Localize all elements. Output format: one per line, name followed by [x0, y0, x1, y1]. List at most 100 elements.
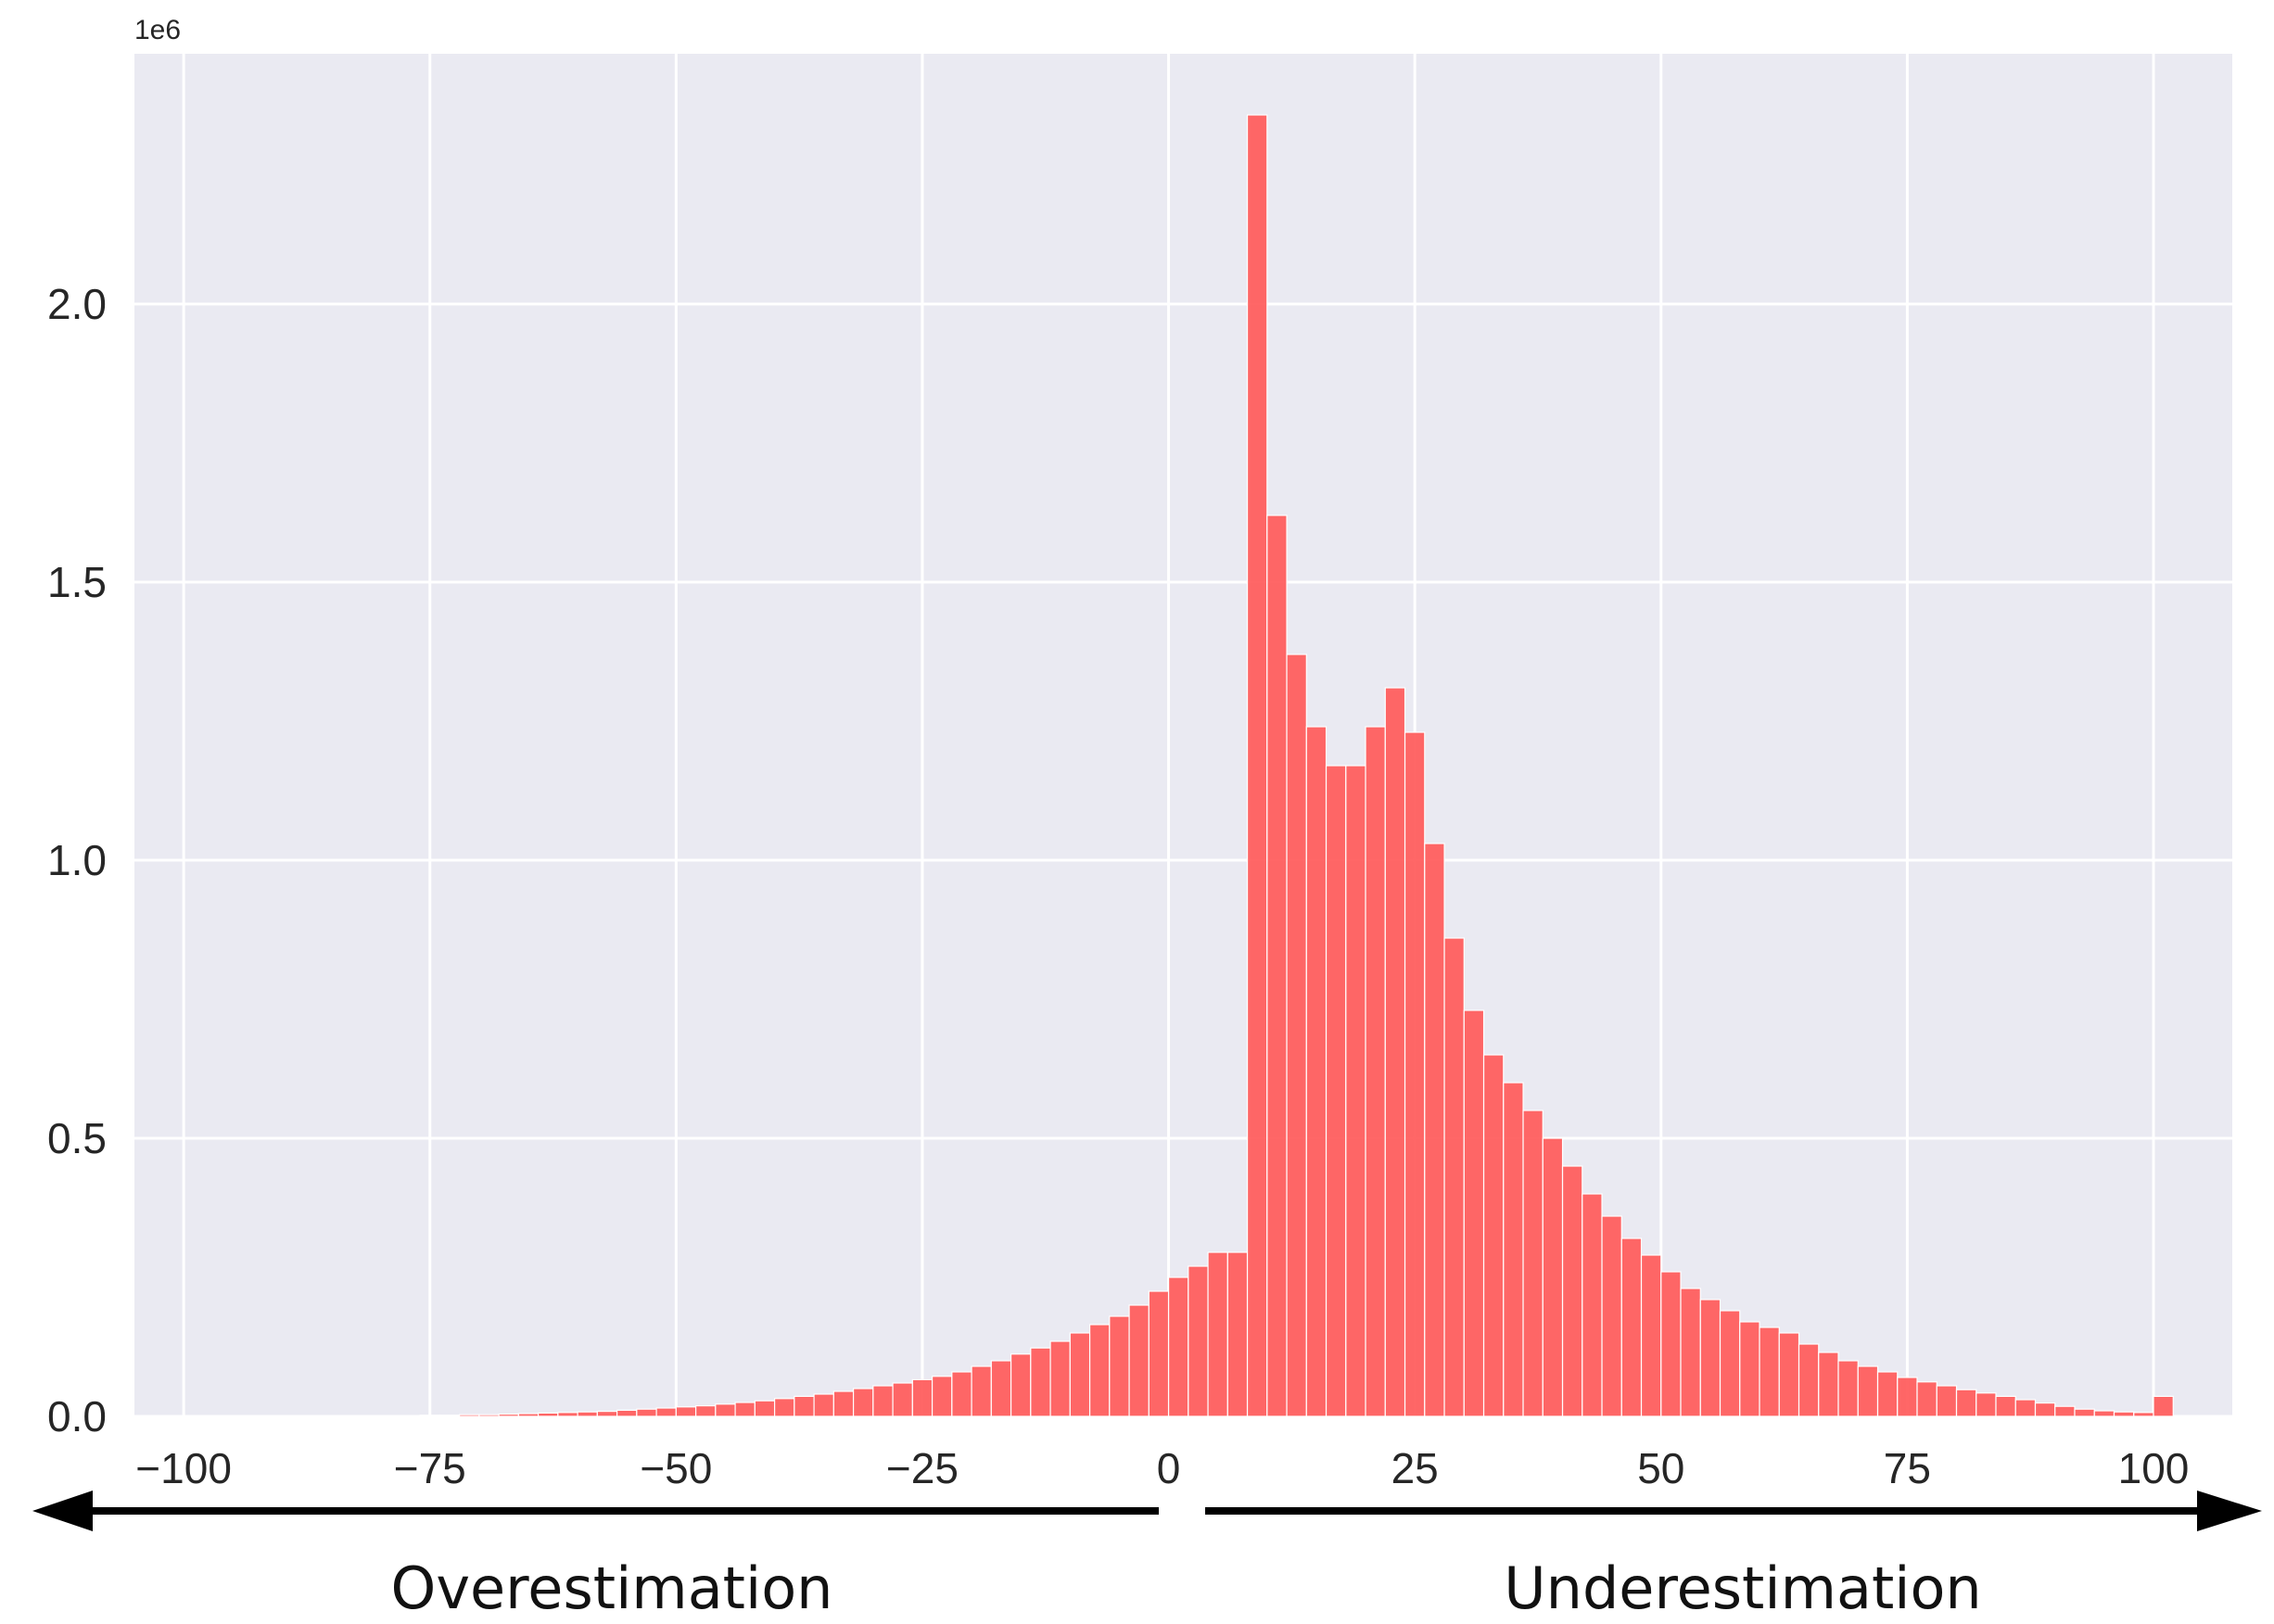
- histogram-bar: [1897, 1377, 1918, 1417]
- histogram-bar: [1522, 1110, 1544, 1417]
- histogram-bar: [832, 1390, 855, 1417]
- histogram-bar: [577, 1411, 598, 1417]
- histogram-bar: [1857, 1365, 1879, 1417]
- y-tick-label: 0.5: [47, 1114, 107, 1162]
- histogram-bar: [1305, 726, 1328, 1417]
- histogram-bar: [872, 1385, 894, 1417]
- histogram-bar: [813, 1393, 834, 1417]
- histogram-bar: [1660, 1271, 1682, 1417]
- histogram-bar: [1601, 1215, 1622, 1417]
- x-tick-label: 75: [1884, 1444, 1931, 1492]
- histogram-bar: [1207, 1251, 1228, 1417]
- histogram-bar: [2133, 1412, 2154, 1417]
- histogram-bar: [1109, 1315, 1130, 1417]
- histogram-bar: [1582, 1193, 1603, 1417]
- histogram-bar: [1266, 514, 1288, 1417]
- histogram-bar: [1798, 1343, 1820, 1417]
- histogram-bar: [794, 1395, 815, 1417]
- histogram-bar: [538, 1412, 559, 1417]
- overestimation-label: Overestimation: [391, 1554, 833, 1622]
- histogram-bar: [1128, 1304, 1150, 1417]
- histogram-bar: [1286, 653, 1307, 1417]
- x-tick-label: −75: [394, 1444, 466, 1492]
- right-arrow-head: [2197, 1491, 2262, 1531]
- y-tick-label: 0.0: [47, 1392, 107, 1440]
- histogram-bar: [459, 1414, 480, 1417]
- histogram-bar: [1424, 843, 1445, 1417]
- histogram-bar: [2153, 1395, 2174, 1417]
- x-tick-label: −25: [886, 1444, 959, 1492]
- histogram-bar: [557, 1412, 578, 1417]
- histogram-bar: [1482, 1054, 1505, 1417]
- x-tick-label: 50: [1637, 1444, 1684, 1492]
- histogram-bar: [498, 1413, 519, 1417]
- histogram-bar: [754, 1400, 776, 1417]
- histogram-bar: [1365, 726, 1386, 1417]
- annotation-arrows: [32, 1491, 2262, 1531]
- x-tick-label: 0: [1157, 1444, 1181, 1492]
- histogram-bar: [931, 1376, 953, 1417]
- histogram-bar: [478, 1414, 500, 1417]
- histogram-bar: [1503, 1082, 1524, 1417]
- underestimation-label: Underestimation: [1504, 1554, 1981, 1622]
- histogram-bars: [419, 114, 2174, 1417]
- histogram-bar: [1975, 1392, 1997, 1417]
- histogram-bar: [1778, 1332, 1800, 1417]
- histogram-bar: [1759, 1326, 1780, 1417]
- histogram-bar: [694, 1404, 717, 1417]
- plot-area: [134, 54, 2232, 1416]
- histogram-bar: [1049, 1340, 1071, 1417]
- histogram-bar: [1404, 731, 1426, 1417]
- y-tick-label: 1.5: [47, 558, 107, 606]
- histogram-bar: [1188, 1265, 1209, 1417]
- histogram-bar: [1837, 1360, 1859, 1417]
- histogram-bar: [951, 1371, 972, 1417]
- histogram-bar: [1443, 937, 1465, 1417]
- histogram-bar: [1226, 1251, 1249, 1417]
- histogram-bar: [1876, 1371, 1899, 1417]
- x-tick-label: 100: [2118, 1444, 2190, 1492]
- histogram-bar: [1010, 1353, 1032, 1417]
- histogram-bar: [734, 1402, 756, 1417]
- left-arrow-head: [32, 1491, 93, 1531]
- histogram-bar: [1345, 765, 1366, 1417]
- histogram-bar: [1167, 1276, 1189, 1417]
- y-tick-label: 1.0: [47, 836, 107, 884]
- histogram-bar: [1463, 1009, 1485, 1417]
- x-tick-labels: −100 −75 −50 −25 0 25 50 75 100: [135, 1444, 2189, 1492]
- histogram-bar: [596, 1410, 618, 1417]
- histogram-bar: [636, 1408, 657, 1417]
- histogram-bar: [1561, 1165, 1583, 1417]
- histogram-bar: [2014, 1399, 2037, 1417]
- histogram-bar: [1719, 1310, 1741, 1417]
- histogram-bar: [2054, 1405, 2076, 1417]
- histogram-bar: [2093, 1410, 2115, 1417]
- x-tick-label: −50: [640, 1444, 712, 1492]
- x-tick-label: −100: [135, 1444, 232, 1492]
- histogram-bar: [990, 1360, 1012, 1417]
- histogram-bar: [971, 1365, 992, 1417]
- histogram-bar: [616, 1409, 638, 1417]
- histogram-bar: [1069, 1332, 1091, 1417]
- histogram-bar: [1088, 1324, 1111, 1417]
- x-tick-label: 25: [1391, 1444, 1439, 1492]
- y-tick-labels: 0.0 0.5 1.0 1.5 2.0: [47, 280, 107, 1440]
- histogram-bar: [1246, 114, 1268, 1417]
- histogram-bar: [1818, 1351, 1839, 1417]
- histogram-bar: [517, 1413, 540, 1417]
- histogram-bar: [2113, 1411, 2135, 1417]
- histogram-bar: [1640, 1254, 1662, 1417]
- histogram-bar: [1680, 1288, 1701, 1417]
- histogram-bar: [438, 1415, 461, 1417]
- histogram-bar: [1148, 1290, 1170, 1417]
- histogram-bar: [419, 1415, 440, 1417]
- histogram-bar: [2074, 1408, 2095, 1417]
- histogram-bar: [1699, 1299, 1721, 1417]
- histogram-bar: [655, 1407, 677, 1417]
- histogram-bar: [1995, 1395, 2016, 1417]
- histogram-bar: [1030, 1347, 1051, 1417]
- histogram-bar: [1325, 765, 1347, 1417]
- histogram-bar: [1739, 1321, 1760, 1417]
- histogram-bar: [715, 1403, 736, 1417]
